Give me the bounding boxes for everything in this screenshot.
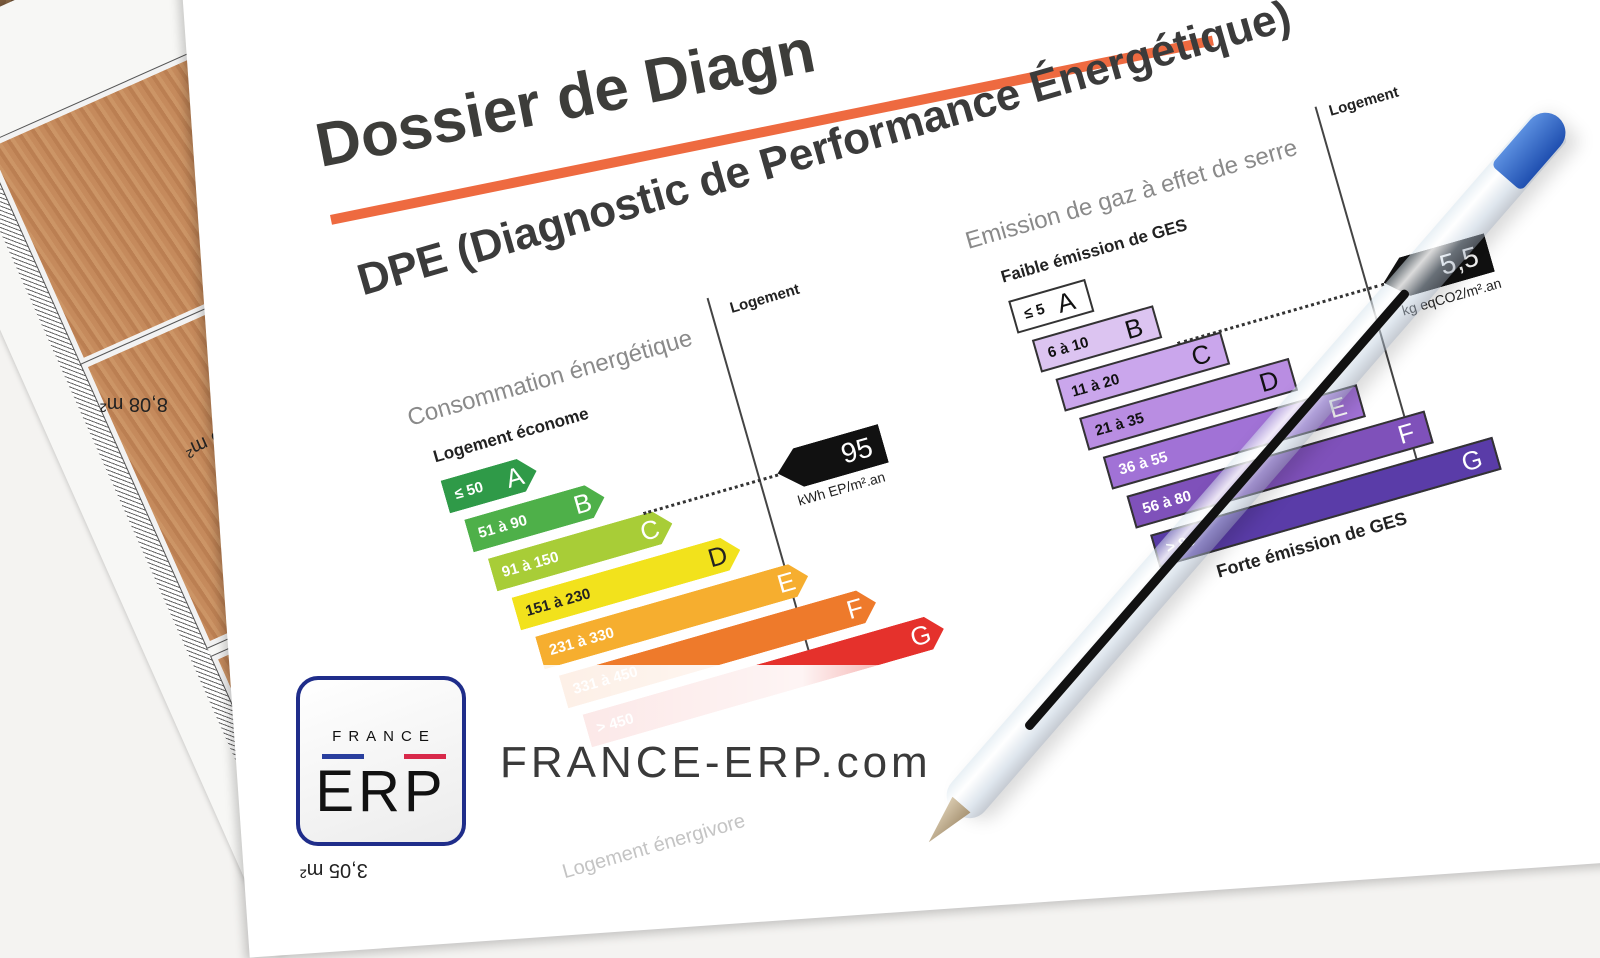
class-letter: D [1255,363,1283,398]
energy-value: 95 [837,431,876,470]
class-range: 91 à 150 [499,548,561,581]
class-letter: D [704,538,731,573]
class-letter: A [502,459,528,494]
class-range: 21 à 35 [1093,409,1146,440]
class-letter: E [773,565,799,599]
class-range: 51 à 90 [476,511,529,542]
dotted-leader [643,473,779,516]
class-letter: B [1121,311,1147,345]
class-letter: C [1187,337,1215,372]
class-range: ≤ 50 [452,478,486,503]
white-fade-overlay [430,665,1050,905]
logo-red-stripe [404,754,446,759]
logo-blue-stripe [322,754,364,759]
class-range: 231 à 330 [547,623,616,659]
room-area-label: 3,05 m² [300,859,368,881]
class-letter: A [1053,284,1079,319]
class-letter: C [636,512,663,547]
class-letter: G [906,617,935,653]
class-range: 6 à 10 [1045,333,1091,362]
france-erp-logo: FRANCE ERP [296,676,466,846]
class-range: 151 à 230 [523,584,593,620]
class-letter: B [570,486,595,520]
class-range: 36 à 55 [1116,448,1170,479]
logo-text-france: FRANCE [332,728,436,745]
website-name: FRANCE-ERP.com [500,738,932,787]
class-letter: G [1457,442,1486,478]
class-letter: F [1394,416,1418,450]
room-area-label: 8,08 m² [100,393,168,415]
logo-text-erp: ERP [315,759,447,824]
class-range: 11 à 20 [1069,370,1122,401]
class-letter: F [842,591,867,625]
class-range: ≤ 5 [1022,300,1047,323]
